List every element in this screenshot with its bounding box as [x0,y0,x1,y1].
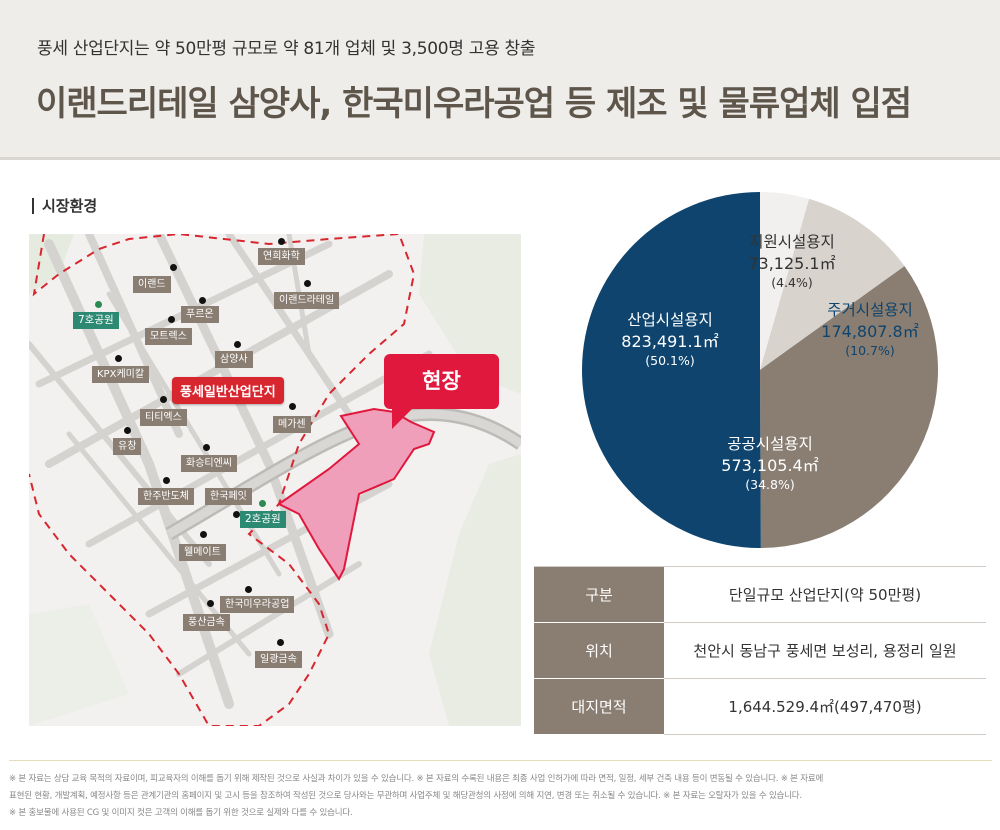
pie-label-value: 174,807.8㎡ [821,321,919,341]
table-value: 1,644.529.4㎡(497,470평) [664,678,986,735]
map-marker [200,531,207,538]
pie-slice-1 [760,198,905,370]
map-place-label: 화승티엔씨 [181,455,237,472]
map-place-label: 이랜드라테일 [274,292,340,309]
header-subtitle: 풍세 산업단지는 약 50만평 규모로 약 81개 업체 및 3,500명 고용… [37,39,536,59]
map-marker [115,355,122,362]
table-key: 구분 [534,566,664,623]
map-place-label: 연희화학 [258,248,305,265]
map-marker [234,341,241,348]
map-marker [245,586,252,593]
pie-label-percent: (50.1%) [645,352,695,368]
map-marker [289,403,296,410]
map-marker [163,477,170,484]
header-title: 이랜드리테일 삼양사, 한국미우라공업 등 제조 및 물류업체 입점 [36,84,912,124]
table-row: 대지면적 1,644.529.4㎡(497,470평) [534,678,986,735]
table-key: 대지면적 [534,678,664,735]
map-place-label: 삼양사 [215,351,253,368]
map-place-label: 풍산금속 [183,614,230,631]
pie-label-public: 공공시설용지 573,105.4㎡ (34.8%) [700,434,840,493]
map-marker [203,444,210,451]
map-place-label: 메가센 [273,416,311,433]
map-place-label: 티티엑스 [140,409,187,426]
header: 풍세 산업단지는 약 50만평 규모로 약 81개 업체 및 3,500명 고용… [0,0,1000,160]
map-place-label: KPX케미칼 [92,366,150,383]
section-label: 시장환경 [32,198,97,214]
pie-label-name: 공공시설용지 [727,435,813,453]
pie-label-industrial: 산업시설용지 823,491.1㎡ (50.1%) [600,310,740,369]
site-badge: 현장 [384,354,499,429]
pie-label-value: 823,491.1㎡ [621,331,719,351]
map-marker [160,396,167,403]
site-badge-pointer [392,407,414,429]
table-row: 위치 천안시 동남구 풍세면 보성리, 용정리 일원 [534,622,986,679]
pie-slice-2 [760,266,938,548]
table-value: 천안시 동남구 풍세면 보성리, 용정리 일원 [664,622,986,679]
pie-slice-0 [760,192,810,370]
map-marker [124,427,131,434]
map-marker [168,316,175,323]
pie-label-percent: (4.4%) [771,274,813,290]
map-marker [233,511,240,518]
map-place-label: 모트렉스 [145,328,192,345]
table-row: 구분 단일규모 산업단지(약 50만평) [534,566,986,623]
industrial-complex-label: 풍세일반산업단지 [172,377,284,404]
pie-label-percent: (10.7%) [845,342,895,358]
pie-label-name: 주거시설용지 [827,301,913,319]
map-marker [95,301,102,308]
table-value: 단일규모 산업단지(약 50만평) [664,566,986,623]
map-place-label: 유창 [113,438,142,455]
disclaimer: ※ 본 자료는 상담 교육 목적의 자료이며, 피교육자의 이해를 돕기 위해 … [9,760,992,822]
disclaimer-line: ※ 본 자료는 상담 교육 목적의 자료이며, 피교육자의 이해를 돕기 위해 … [9,774,824,784]
map-marker [304,280,311,287]
pie-label-name: 지원시설용지 [749,233,835,251]
map-marker [199,297,206,304]
map-marker [259,500,266,507]
info-table: 구분 단일규모 산업단지(약 50만평) 위치 천안시 동남구 풍세면 보성리,… [534,566,986,735]
pie-slice-3 [582,192,761,548]
map-place-label: 웰메이트 [179,544,226,561]
pie-label-name: 산업시설용지 [627,311,713,329]
disclaimer-line: 표현된 현황, 개발계획, 예정사항 등은 관계기관의 홈페이지 및 고시 등을… [9,791,802,801]
map-place-label: 푸르온 [181,306,219,323]
land-use-pie-chart [582,192,938,548]
map-place-label: 2호공원 [240,511,286,528]
map-place-label: 이랜드 [133,276,171,293]
pie-label-value: 573,105.4㎡ [721,455,819,475]
map-marker [207,600,214,607]
map-place-label: 7호공원 [73,312,119,329]
pie-label-residential: 주거시설용지 174,807.8㎡ (10.7%) [800,300,940,359]
pie-label-percent: (34.8%) [745,476,795,492]
map-place-label: 한주반도체 [138,488,194,505]
map-place-label: 일광금속 [255,651,302,668]
location-map: 현장 풍세일반산업단지 연희화학 이랜드 이랜드라테일 7호공원 푸르온 모트렉… [29,234,521,726]
site-label: 현장 [422,369,461,393]
map-marker [278,238,285,245]
map-marker [277,639,284,646]
map-place-label: 한국페잇 [205,488,252,505]
map-place-label: 한국미우라공업 [220,596,295,613]
disclaimer-line: ※ 본 홍보물에 사용된 CG 및 이미지 컷은 고객의 이해를 돕기 위한 것… [9,808,353,818]
table-key: 위치 [534,622,664,679]
pie-label-support: 지원시설용지 73,125.1㎡ (4.4%) [732,232,852,291]
pie-label-value: 73,125.1㎡ [748,253,836,273]
map-marker [170,264,177,271]
